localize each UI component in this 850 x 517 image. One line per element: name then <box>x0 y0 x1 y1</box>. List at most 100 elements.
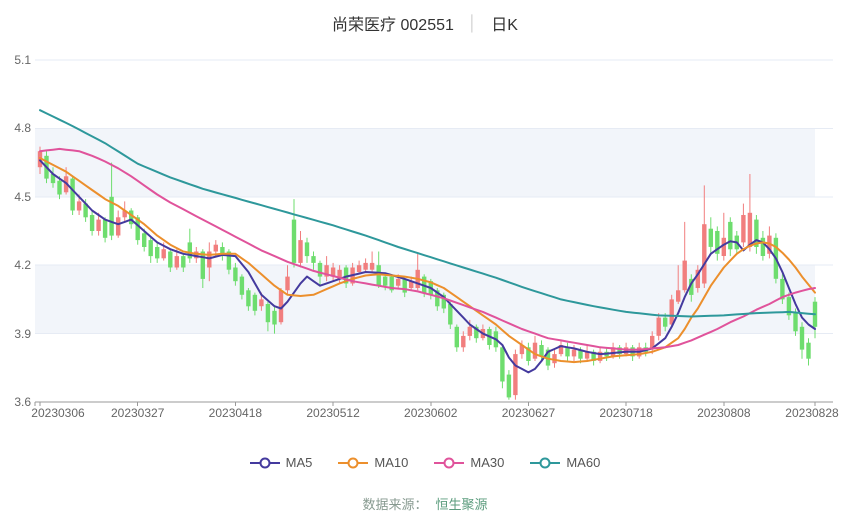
candle <box>747 174 753 252</box>
candle <box>291 199 297 268</box>
candle <box>454 324 459 352</box>
stock-title: 尚荣医疗 002551 <box>332 17 454 34</box>
candle <box>461 331 466 352</box>
candle <box>402 276 407 298</box>
candle <box>148 237 153 263</box>
x-axis-label: 20230418 <box>208 406 263 420</box>
candle <box>102 217 108 243</box>
ma10-line <box>39 157 816 364</box>
candle <box>669 294 674 327</box>
candle <box>246 288 251 311</box>
legend-label: MA5 <box>285 455 313 470</box>
candle <box>200 249 205 288</box>
candle <box>584 345 590 361</box>
candle <box>96 212 101 236</box>
candle <box>650 331 655 355</box>
candle <box>70 176 75 215</box>
candle <box>233 262 238 286</box>
y-axis-label: 4.2 <box>14 258 31 273</box>
legend-label: MA30 <box>470 455 505 470</box>
candle <box>656 313 661 341</box>
candle <box>298 231 303 268</box>
candle <box>181 253 186 272</box>
candle <box>597 347 603 364</box>
x-axis-label: 20230808 <box>697 406 751 420</box>
candle <box>168 249 173 272</box>
legend-marker-icon <box>338 457 369 468</box>
y-axis-label: 4.8 <box>14 121 31 136</box>
candle <box>754 215 759 254</box>
candle <box>239 274 245 300</box>
candle <box>780 274 785 304</box>
candle <box>337 265 342 284</box>
legend-item-ma60[interactable]: MA60 <box>530 455 600 470</box>
candle <box>57 176 62 200</box>
candle <box>330 262 336 282</box>
legend-marker-icon <box>249 457 280 468</box>
candle <box>539 340 544 361</box>
candle <box>689 274 694 302</box>
ma5-line <box>39 159 816 374</box>
candle <box>526 342 531 366</box>
candle <box>767 226 772 259</box>
ma30-line <box>39 147 816 351</box>
y-axis-label: 3.6 <box>14 395 31 409</box>
candle <box>721 212 726 261</box>
candle <box>799 322 805 359</box>
candle <box>278 288 284 325</box>
candle <box>702 185 707 288</box>
x-axis-label: 20230306 <box>31 406 85 420</box>
candle <box>565 342 570 361</box>
legend-item-ma5[interactable]: MA5 <box>249 455 313 470</box>
candle <box>363 258 368 272</box>
candle <box>187 228 192 263</box>
legend-item-ma10[interactable]: MA10 <box>338 455 408 470</box>
candle <box>109 162 114 241</box>
data-source-label: 数据来源： <box>362 497 428 512</box>
candle <box>741 203 746 247</box>
legend-label: MA10 <box>374 455 409 470</box>
ma-lines-layer <box>39 109 816 374</box>
candle <box>676 265 681 304</box>
candle <box>376 251 381 288</box>
candle <box>552 349 557 368</box>
candle <box>304 237 310 263</box>
ma60-line <box>39 109 816 318</box>
candle <box>786 292 792 320</box>
x-axis-label: 20230602 <box>404 406 458 420</box>
title-separator: │ <box>467 14 478 32</box>
candle <box>487 326 492 350</box>
candle <box>369 251 375 272</box>
candle <box>695 265 700 293</box>
y-axis-label: 4.5 <box>14 189 31 204</box>
candle <box>389 274 394 293</box>
candle <box>715 226 720 261</box>
candle <box>500 345 505 389</box>
legend-label: MA60 <box>566 455 601 470</box>
candle <box>506 370 512 400</box>
candle <box>519 340 525 359</box>
candle <box>207 242 212 282</box>
candle <box>194 247 199 263</box>
period-label: 日K <box>491 17 518 34</box>
y-axis-label: 5.1 <box>14 53 31 67</box>
candle <box>252 292 258 316</box>
candle <box>129 208 134 229</box>
grid-layer <box>34 59 833 406</box>
legend-item-ma30[interactable]: MA30 <box>434 455 504 470</box>
candle <box>474 324 479 343</box>
candle <box>513 349 518 400</box>
candle <box>89 210 95 236</box>
legend-marker-icon <box>434 457 465 468</box>
candle <box>558 340 564 357</box>
x-axis-label: 20230627 <box>501 406 556 420</box>
candle <box>311 251 316 270</box>
candle <box>50 167 56 188</box>
x-axis-label: 20230327 <box>110 406 165 420</box>
candlestick-plot[interactable] <box>0 0 850 450</box>
candle <box>682 221 687 293</box>
candle <box>728 217 733 257</box>
candle <box>324 256 329 282</box>
x-axis-label: 20230512 <box>306 406 360 420</box>
